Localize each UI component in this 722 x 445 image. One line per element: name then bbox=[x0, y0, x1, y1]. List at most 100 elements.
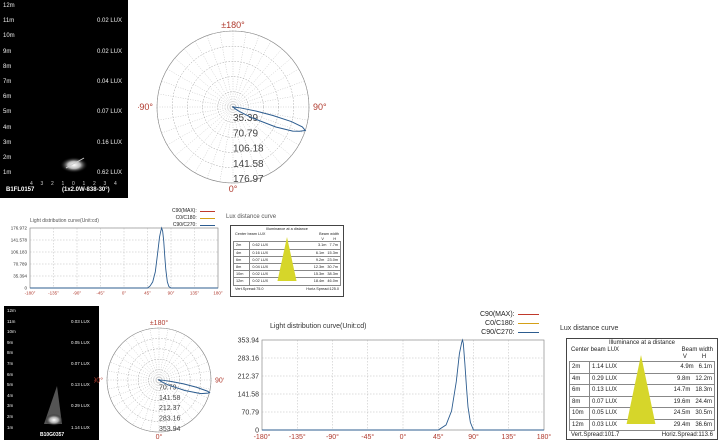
beam-width-header: Beam width bbox=[319, 231, 339, 236]
lux-cell: 0.04 LUX bbox=[249, 262, 277, 272]
radial-tick-label: 141.58 bbox=[159, 395, 181, 402]
x-tick-label: -180° bbox=[25, 291, 36, 296]
distance-label: 8m bbox=[3, 63, 12, 70]
x-tick-label: 4 bbox=[30, 181, 33, 187]
beam-width-cell: 9.2m 23.0m bbox=[302, 255, 341, 265]
x-tick-label: 90° bbox=[168, 291, 175, 296]
legend-label: C0/C180: bbox=[175, 215, 197, 221]
bottom-cartesian-chart: 353.94 283.16 212.37 141.58 70.79 0-180° -135°… bbox=[238, 337, 552, 441]
beam-cell bbox=[624, 361, 663, 374]
horiz-spread: Horiz.Spread:125.0 bbox=[306, 286, 339, 291]
x-tick-label: 180° bbox=[537, 433, 552, 441]
lux-value: 0.02 LUX bbox=[97, 18, 123, 25]
lux-value: 0.62 LUX bbox=[97, 170, 123, 177]
legend-entry: C90(MAX): bbox=[480, 310, 539, 319]
beam-width-cell: 18.4m 46.0m bbox=[302, 277, 341, 286]
legend-entry: C0/C180: bbox=[172, 215, 215, 222]
beam-cell bbox=[276, 241, 303, 250]
beam-width-header: Beam width bbox=[681, 347, 713, 353]
x-tick-label: 90° bbox=[468, 433, 479, 441]
table-row: 2m 0.62 LUX 3.1m 7.7m bbox=[232, 241, 341, 250]
table-row: 8m 0.04 LUX 12.3m 30.7m bbox=[232, 262, 341, 272]
angle-label-right: 90° bbox=[313, 102, 327, 112]
angle-label-left: -90° bbox=[94, 376, 103, 384]
lux-cell: 0.16 LUX bbox=[249, 248, 277, 257]
lux-subheading: Center beam LUX Beam width bbox=[231, 232, 343, 237]
radial-tick-label: 176.97 bbox=[233, 174, 264, 185]
x-tick-label: -90° bbox=[73, 291, 82, 296]
table-row: 10m 0.02 LUX 15.3m 38.3m bbox=[232, 270, 341, 279]
distance-label: 9m bbox=[3, 48, 12, 55]
beam-width-cell: 3.1m 7.7m bbox=[302, 241, 341, 250]
beam-width-cell: 12.3m 30.7m bbox=[302, 262, 341, 272]
x-tick-label: 1 bbox=[61, 181, 65, 187]
x-tick-label: 45° bbox=[433, 433, 444, 441]
y-tick-label: 141.58 bbox=[238, 391, 260, 398]
distance-cell: 12m bbox=[568, 418, 591, 431]
table-row: 10m 0.05 LUX 24.5m 30.5m bbox=[568, 407, 715, 420]
beam-width-cell: 4.9m 6.1m bbox=[662, 361, 715, 374]
distance-label: 12m bbox=[7, 308, 16, 313]
lux-value: 0.05 LUX bbox=[71, 339, 90, 345]
light-spot-graphic bbox=[60, 157, 88, 173]
legend-swatch bbox=[517, 314, 539, 315]
lux-value: 0.03 LUX bbox=[71, 318, 90, 324]
y-tick-label: 176.972 bbox=[11, 226, 28, 231]
beam-cell bbox=[276, 277, 303, 286]
legend-label: C0/C180: bbox=[485, 320, 515, 327]
beam-cell bbox=[624, 384, 663, 397]
v-header: V bbox=[321, 236, 324, 241]
legend-entry: C90(MAX): bbox=[172, 208, 215, 215]
polar-grid bbox=[156, 30, 310, 184]
beam-cell bbox=[276, 255, 303, 265]
x-tick-label: 0° bbox=[400, 433, 407, 441]
lux-cell: 1.14 LUX bbox=[589, 361, 625, 374]
y-tick-label: 0 bbox=[24, 286, 27, 291]
legend-swatch bbox=[199, 225, 215, 226]
y-tick-label: 212.37 bbox=[238, 373, 260, 380]
radial-tick-label: 35.39 bbox=[233, 113, 258, 124]
lux-heading: Illuminance at a distance bbox=[266, 227, 308, 231]
radial-tick-label: 353.94 bbox=[159, 426, 181, 433]
distance-label: 11m bbox=[7, 318, 16, 324]
distance-label: 3m bbox=[3, 139, 12, 146]
distance-cell: 10m bbox=[568, 407, 591, 420]
beam-cell bbox=[624, 407, 663, 420]
top-cartesian-title: Light distribution curve(Unit:cd) bbox=[30, 218, 99, 224]
legend-label: C90/C270: bbox=[172, 222, 197, 228]
beam-cell bbox=[624, 395, 663, 408]
lux-value: 0.07 LUX bbox=[71, 361, 90, 366]
x-tick-label: 2 bbox=[51, 181, 54, 187]
h-header: H bbox=[701, 354, 707, 360]
radial-tick-label: 70.79 bbox=[159, 384, 177, 391]
distance-cell: 12m bbox=[232, 277, 251, 286]
x-tick-label: 135° bbox=[502, 433, 517, 441]
y-tick-label: 70.79 bbox=[241, 409, 259, 416]
lux-table-grid: 2m 1.14 LUX 4.9m 6.1m 4m 0.29 LUX 9.8m 12.2m 6… bbox=[568, 361, 715, 431]
table-row: 6m 0.13 LUX 14.7m 18.3m bbox=[568, 384, 715, 397]
top-polar-chart: ±180° -90° 90° 0° 35.39 70.79 106.18 141.58 176.… bbox=[138, 20, 327, 194]
lux-cell: 0.29 LUX bbox=[589, 372, 625, 385]
radial-tick-label: 70.79 bbox=[233, 128, 258, 139]
bottom-cartesian-title: Light distribution curve(Unit:cd) bbox=[270, 323, 367, 330]
radial-tick-label: 212.37 bbox=[159, 405, 181, 412]
top-lux-title: Lux distance curve bbox=[226, 214, 277, 220]
lux-value: 0.13 LUX bbox=[71, 382, 90, 388]
y-tick-label: 106.183 bbox=[11, 250, 28, 255]
polar-series-curve bbox=[231, 106, 307, 132]
distance-label: 9m bbox=[7, 339, 14, 345]
top-lux-table: Illuminance at a distance Center beam LUX… bbox=[230, 225, 344, 297]
radial-tick-label: 283.16 bbox=[159, 416, 181, 423]
distance-cell: 2m bbox=[568, 361, 591, 374]
top-light-curve-panel: Light distribution curve(Unit:cd) C90(MA… bbox=[0, 208, 345, 296]
lux-cell: 0.05 LUX bbox=[589, 407, 625, 420]
beam-cell bbox=[624, 372, 663, 385]
beam-width-cell: 9.8m 12.2m bbox=[662, 372, 715, 385]
lux-value: 0.07 LUX bbox=[97, 109, 123, 116]
x-tick-row: 4 3 2 1 0 1 2 3 4 bbox=[30, 181, 126, 189]
distance-cell: 4m bbox=[232, 248, 251, 257]
table-row: 6m 0.07 LUX 9.2m 23.0m bbox=[232, 255, 341, 265]
model-label: B1FL0157 bbox=[6, 187, 35, 193]
beam-cell bbox=[276, 270, 303, 279]
distance-label: 5m bbox=[3, 109, 12, 116]
